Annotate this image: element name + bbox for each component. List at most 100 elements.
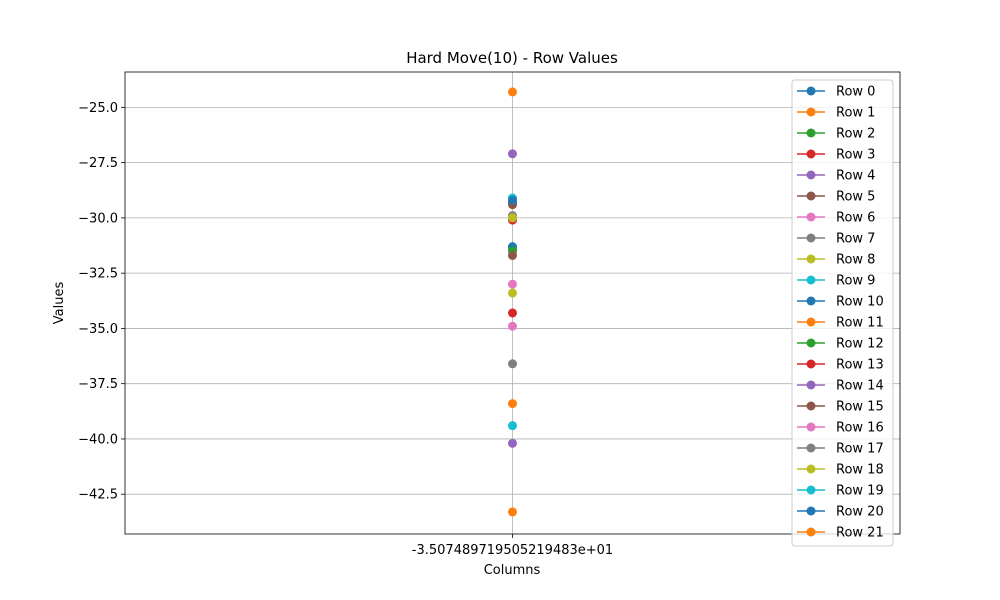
legend-label: Row 17 (836, 442, 884, 457)
legend-label: Row 7 (836, 232, 875, 247)
series-row-21 (508, 87, 517, 97)
legend-marker (806, 296, 816, 306)
legend-entry: Row 0 (797, 85, 875, 100)
legend-entry: Row 21 (797, 526, 884, 541)
legend-entry: Row 8 (797, 253, 875, 268)
legend-marker (806, 359, 816, 369)
legend-entry: Row 18 (797, 463, 884, 478)
series-row-4 (508, 438, 517, 448)
legend-label: Row 15 (836, 400, 884, 415)
legend-marker (806, 401, 816, 411)
y-axis-label: Values (52, 282, 67, 325)
y-tick-label: −32.5 (78, 267, 118, 282)
series-row-9 (508, 421, 517, 431)
legend-marker (806, 86, 816, 96)
legend-label: Row 16 (836, 421, 884, 436)
y-tick-label: −25.0 (78, 101, 118, 116)
data-point (508, 421, 517, 431)
legend-marker (806, 275, 816, 285)
data-point (508, 149, 517, 159)
series-row-7 (508, 359, 517, 369)
legend-entry: Row 15 (797, 400, 884, 415)
y-tick-label: −27.5 (78, 156, 118, 171)
data-point (508, 507, 517, 517)
legend-entry: Row 3 (797, 148, 875, 163)
legend-label: Row 6 (836, 211, 875, 226)
legend-label: Row 3 (836, 148, 875, 163)
y-tick-label: −30.0 (78, 211, 118, 226)
legend-entry: Row 2 (797, 127, 875, 142)
legend-label: Row 9 (836, 274, 875, 289)
plot-series (508, 87, 517, 517)
y-tick-label: −37.5 (78, 377, 118, 392)
legend-marker (806, 107, 816, 117)
legend-marker (806, 443, 816, 453)
data-point (508, 213, 517, 223)
legend: Row 0 Row 1 Row 2 Row 3 Row 4 Row 5 Row 6 Row 7… (791, 79, 894, 547)
series-row-20 (508, 195, 517, 205)
legend-entry: Row 12 (797, 337, 884, 352)
legend-label: Row 5 (836, 190, 875, 205)
series-row-6 (508, 279, 517, 289)
legend-marker (806, 422, 816, 432)
legend-marker (806, 485, 816, 495)
series-row-15 (508, 250, 517, 260)
legend-label: Row 21 (836, 526, 884, 541)
legend-label: Row 2 (836, 127, 875, 142)
series-row-18 (508, 213, 517, 223)
legend-label: Row 10 (836, 295, 884, 310)
legend-label: Row 19 (836, 484, 884, 499)
legend-label: Row 0 (836, 85, 875, 100)
legend-marker (806, 233, 816, 243)
legend-entry: Row 14 (797, 379, 884, 394)
data-point (508, 288, 517, 298)
legend-entry: Row 7 (797, 232, 875, 247)
legend-entry: Row 16 (797, 421, 884, 436)
series-row-13 (508, 308, 517, 318)
legend-label: Row 13 (836, 358, 884, 373)
legend-label: Row 18 (836, 463, 884, 478)
legend-marker (806, 506, 816, 516)
data-point (508, 399, 517, 409)
legend-marker (806, 170, 816, 180)
data-point (508, 195, 517, 205)
series-row-8 (508, 288, 517, 298)
legend-marker (806, 254, 816, 264)
legend-entry: Row 9 (797, 274, 875, 289)
data-point (508, 87, 517, 97)
data-point (508, 279, 517, 289)
legend-marker (806, 338, 816, 348)
series-row-1 (508, 507, 517, 517)
series-row-11 (508, 399, 517, 409)
legend-label: Row 11 (836, 316, 884, 331)
legend-label: Row 8 (836, 253, 875, 268)
legend-marker (806, 380, 816, 390)
legend-entry: Row 6 (797, 211, 875, 226)
data-point (508, 308, 517, 318)
legend-label: Row 12 (836, 337, 884, 352)
legend-entry: Row 5 (797, 190, 875, 205)
legend-entry: Row 1 (797, 106, 875, 121)
legend-marker (806, 527, 816, 537)
legend-label: Row 1 (836, 106, 875, 121)
series-row-14 (508, 149, 517, 159)
legend-entry: Row 17 (797, 442, 884, 457)
axis-ticks: −25.0 −27.5 −30.0 −32.5 −35.0 −37.5 −40.0 −42.5… (78, 101, 613, 558)
x-axis-label: Columns (484, 563, 541, 578)
legend-label: Row 4 (836, 169, 875, 184)
legend-entry: Row 20 (797, 505, 884, 520)
y-tick-label: −35.0 (78, 322, 118, 337)
data-point (508, 250, 517, 260)
legend-marker (806, 128, 816, 138)
chart-title: Hard Move(10) - Row Values (406, 49, 618, 67)
legend-entry: Row 4 (797, 169, 875, 184)
y-tick-label: −40.0 (78, 432, 118, 447)
legend-entry: Row 13 (797, 358, 884, 373)
series-row-16 (508, 321, 517, 331)
data-point (508, 359, 517, 369)
legend-marker (806, 212, 816, 222)
legend-marker (806, 191, 816, 201)
data-point (508, 438, 517, 448)
y-tick-label: −42.5 (78, 488, 118, 503)
